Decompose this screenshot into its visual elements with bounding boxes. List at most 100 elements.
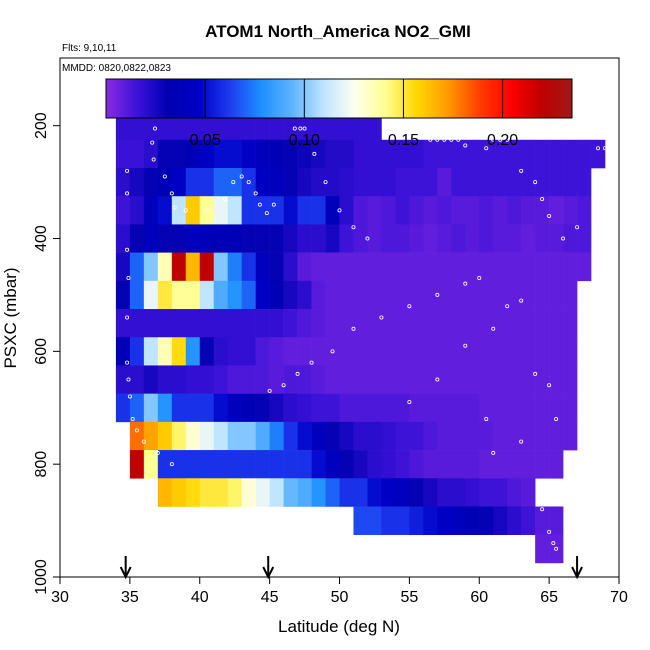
track-point	[330, 349, 335, 354]
heatmap-cell	[535, 534, 550, 564]
heatmap-cell	[171, 450, 187, 479]
track-point	[295, 371, 300, 376]
heatmap-cell	[185, 196, 201, 225]
heatmap-cell	[465, 168, 480, 197]
heatmap-cell	[283, 337, 298, 366]
heatmap-cell	[255, 309, 270, 338]
heatmap-cell	[171, 478, 187, 507]
heatmap-cell	[535, 139, 550, 169]
track-point	[323, 180, 328, 185]
heatmap-cell	[213, 196, 228, 225]
heatmap-cell	[297, 139, 312, 169]
heatmap-cell	[129, 450, 145, 479]
flights-note: Flts: 9,10,11	[62, 43, 117, 54]
heatmap-cell	[339, 337, 354, 366]
heatmap-cell	[297, 252, 312, 282]
heatmap-cell	[241, 478, 256, 507]
heatmap-cell	[367, 139, 382, 169]
heatmap-cell	[381, 365, 396, 394]
colorbar-tick-label: 0.05	[190, 132, 221, 149]
heatmap-cell	[297, 111, 312, 141]
track-point	[298, 126, 303, 131]
heatmap-cell	[339, 252, 354, 282]
heatmap-cell	[423, 139, 438, 169]
heatmap-cell	[325, 111, 340, 141]
heatmap-cell	[297, 280, 312, 310]
heatmap-cell	[367, 309, 382, 338]
heatmap-cell	[465, 478, 480, 507]
heatmap-cell	[395, 280, 410, 310]
heatmap-cell	[353, 337, 368, 366]
track-point	[533, 180, 538, 185]
heatmap-cell	[563, 280, 578, 310]
heatmap-cell	[171, 421, 187, 451]
track-point	[134, 428, 139, 433]
track-point	[271, 202, 276, 207]
heatmap-cell	[381, 196, 396, 225]
heatmap-cell	[115, 309, 131, 338]
heatmap-cell	[521, 365, 536, 394]
heatmap-cell	[451, 280, 466, 310]
heatmap-cell	[269, 252, 284, 282]
track-point	[484, 417, 489, 422]
track-point	[312, 151, 317, 156]
heatmap-cell	[353, 111, 368, 141]
heatmap-cell	[143, 252, 159, 282]
heatmap-cell	[241, 309, 256, 338]
track-point	[309, 360, 314, 365]
heatmap-cell	[479, 139, 494, 169]
track-point	[547, 529, 552, 534]
track-point	[428, 137, 433, 142]
heatmap-cell	[283, 478, 298, 507]
heatmap-cell	[325, 168, 340, 197]
heatmap-cell	[395, 478, 410, 507]
track-point	[239, 174, 244, 179]
heatmap-cell	[577, 224, 592, 253]
heatmap-cell	[171, 196, 187, 225]
heatmap-cell	[185, 478, 201, 507]
heatmap-cell	[521, 450, 536, 479]
heatmap-cell	[395, 168, 410, 197]
heatmap-cell	[311, 252, 326, 282]
heatmap-cell	[129, 393, 145, 423]
heatmap-cell	[199, 421, 215, 451]
heatmap-cell	[339, 111, 354, 141]
heatmap-cell	[311, 168, 326, 197]
heatmap-cell	[213, 111, 228, 141]
heatmap-cell	[493, 196, 508, 225]
heatmap-cell	[367, 337, 382, 366]
heatmap-cell	[465, 393, 480, 423]
heatmap-cell	[353, 421, 368, 451]
heatmap-cell	[507, 393, 522, 423]
track-point	[435, 292, 440, 297]
heatmap-cell	[437, 450, 452, 479]
track-point	[257, 202, 262, 207]
heatmap-cell	[325, 309, 340, 338]
heatmap-cell	[563, 365, 578, 394]
heatmap-cell	[255, 450, 270, 479]
heatmap-cell	[311, 224, 326, 253]
heatmap-cell	[129, 224, 145, 253]
heatmap-cell	[409, 280, 424, 310]
heatmap-cell	[311, 139, 326, 169]
heatmap-cell	[353, 506, 368, 535]
heatmap-cell	[213, 252, 228, 282]
heatmap-cell	[423, 506, 438, 535]
latitude-arrows	[119, 556, 583, 580]
heatmap-cell	[549, 252, 564, 282]
heatmap-cell	[325, 196, 340, 225]
heatmap-cell	[339, 393, 354, 423]
heatmap-cell	[269, 224, 284, 253]
heatmap-cell	[549, 139, 564, 169]
heatmap-cell	[283, 280, 298, 310]
heatmap-cell	[451, 168, 466, 197]
heatmap-cell	[521, 393, 536, 423]
track-point	[351, 225, 356, 230]
heatmap-cell	[185, 252, 201, 282]
heatmap-cell	[479, 224, 494, 253]
track-point	[365, 236, 370, 241]
track-point	[150, 140, 155, 145]
heatmap-cell	[353, 252, 368, 282]
track-point	[231, 180, 236, 185]
